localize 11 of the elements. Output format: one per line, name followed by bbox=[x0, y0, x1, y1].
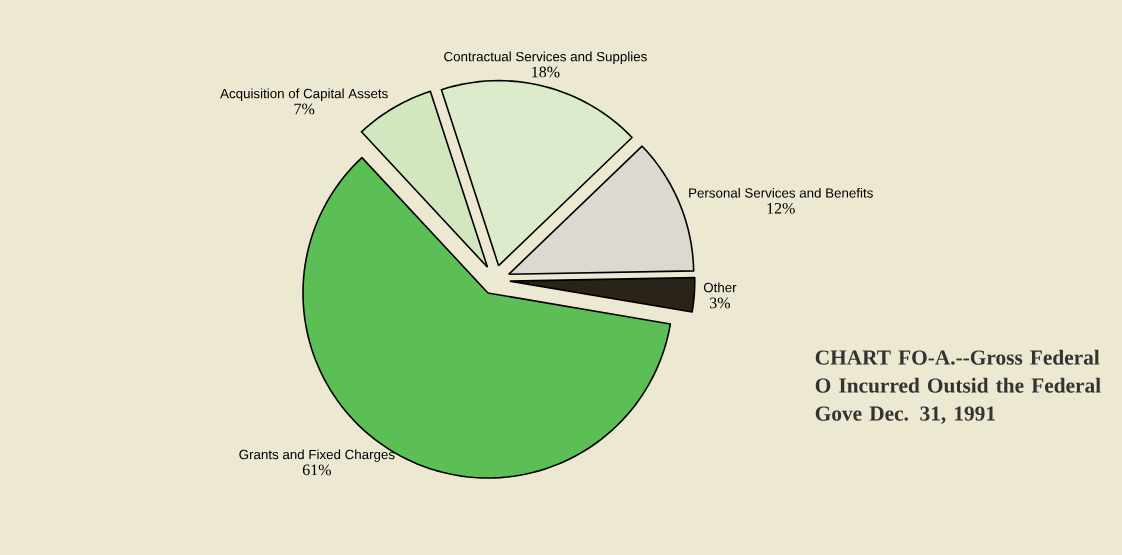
slice-label: Contractual Services and Supplies bbox=[444, 51, 647, 64]
slice-label: Grants and Fixed Charges bbox=[239, 449, 395, 462]
slice-label: Other bbox=[703, 282, 737, 293]
slice-label: Personal Services and Benefits bbox=[689, 187, 873, 198]
slice-label: Acquisition of Capital Assets bbox=[220, 88, 388, 101]
data-label: 12% bbox=[767, 202, 795, 214]
data-label: 3% bbox=[710, 297, 731, 309]
data-label: 61% bbox=[302, 464, 331, 476]
text: CHART FO-A.--Gross Federal O Incurred Outsid the Federal Gove Dec. 31, 1991 bbox=[815, 349, 1101, 424]
data-label: 7% bbox=[294, 103, 315, 115]
data-label: 18% bbox=[532, 66, 560, 78]
